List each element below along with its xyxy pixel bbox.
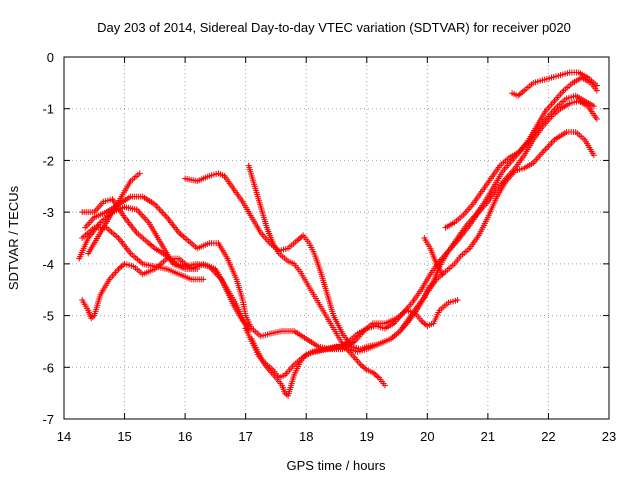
y-tick-label: -2: [42, 153, 54, 168]
data-series-arc-13: [509, 69, 600, 99]
data-point: [454, 297, 461, 304]
x-tick-label: 22: [541, 429, 555, 444]
data-point: [593, 82, 600, 89]
x-tick-label: 20: [420, 429, 434, 444]
x-axis-label: GPS time / hours: [287, 458, 386, 473]
data-series-arc-7: [182, 128, 597, 353]
y-tick-label: -4: [42, 257, 54, 272]
x-tick-label: 21: [481, 429, 495, 444]
data-series-arc-12: [442, 74, 600, 231]
x-tick-label: 16: [178, 429, 192, 444]
x-tick-label: 17: [238, 429, 252, 444]
plot-frame: [63, 56, 610, 420]
chart-title: Day 203 of 2014, Sidereal Day-to-day VTE…: [97, 20, 571, 35]
x-tick-label: 23: [602, 429, 616, 444]
y-tick-label: -3: [42, 205, 54, 220]
data-series-arc-5: [79, 255, 252, 335]
x-tick-label: 18: [299, 429, 313, 444]
x-tick-label: 19: [360, 429, 374, 444]
data-point: [590, 152, 597, 159]
data-series-arc-8: [245, 162, 388, 389]
data-point: [136, 170, 143, 177]
tick-layer: 14 15 16 17 18 19 20 21 22 23 0 -1 -2 -3 -4 -5 -6 -7: [42, 50, 616, 444]
data-series-arc-11: [421, 235, 446, 278]
data-series-arc-10: [248, 92, 597, 381]
x-tick-label: 14: [57, 429, 71, 444]
data-point: [590, 103, 597, 110]
y-tick-label: -5: [42, 309, 54, 324]
data-point: [593, 116, 600, 123]
y-tick-label: -1: [42, 102, 54, 117]
data-point: [381, 382, 388, 389]
data-point: [200, 276, 207, 283]
data-layer: [76, 69, 600, 399]
data-point: [593, 87, 600, 94]
y-axis-label: SDTVAR / TECUs: [6, 185, 21, 290]
y-tick-label: 0: [47, 50, 54, 65]
y-tick-label: -7: [42, 412, 54, 427]
data-point: [439, 271, 446, 278]
y-tick-label: -6: [42, 360, 54, 375]
x-tick-label: 15: [117, 429, 131, 444]
data-series-arc-9: [242, 97, 600, 399]
